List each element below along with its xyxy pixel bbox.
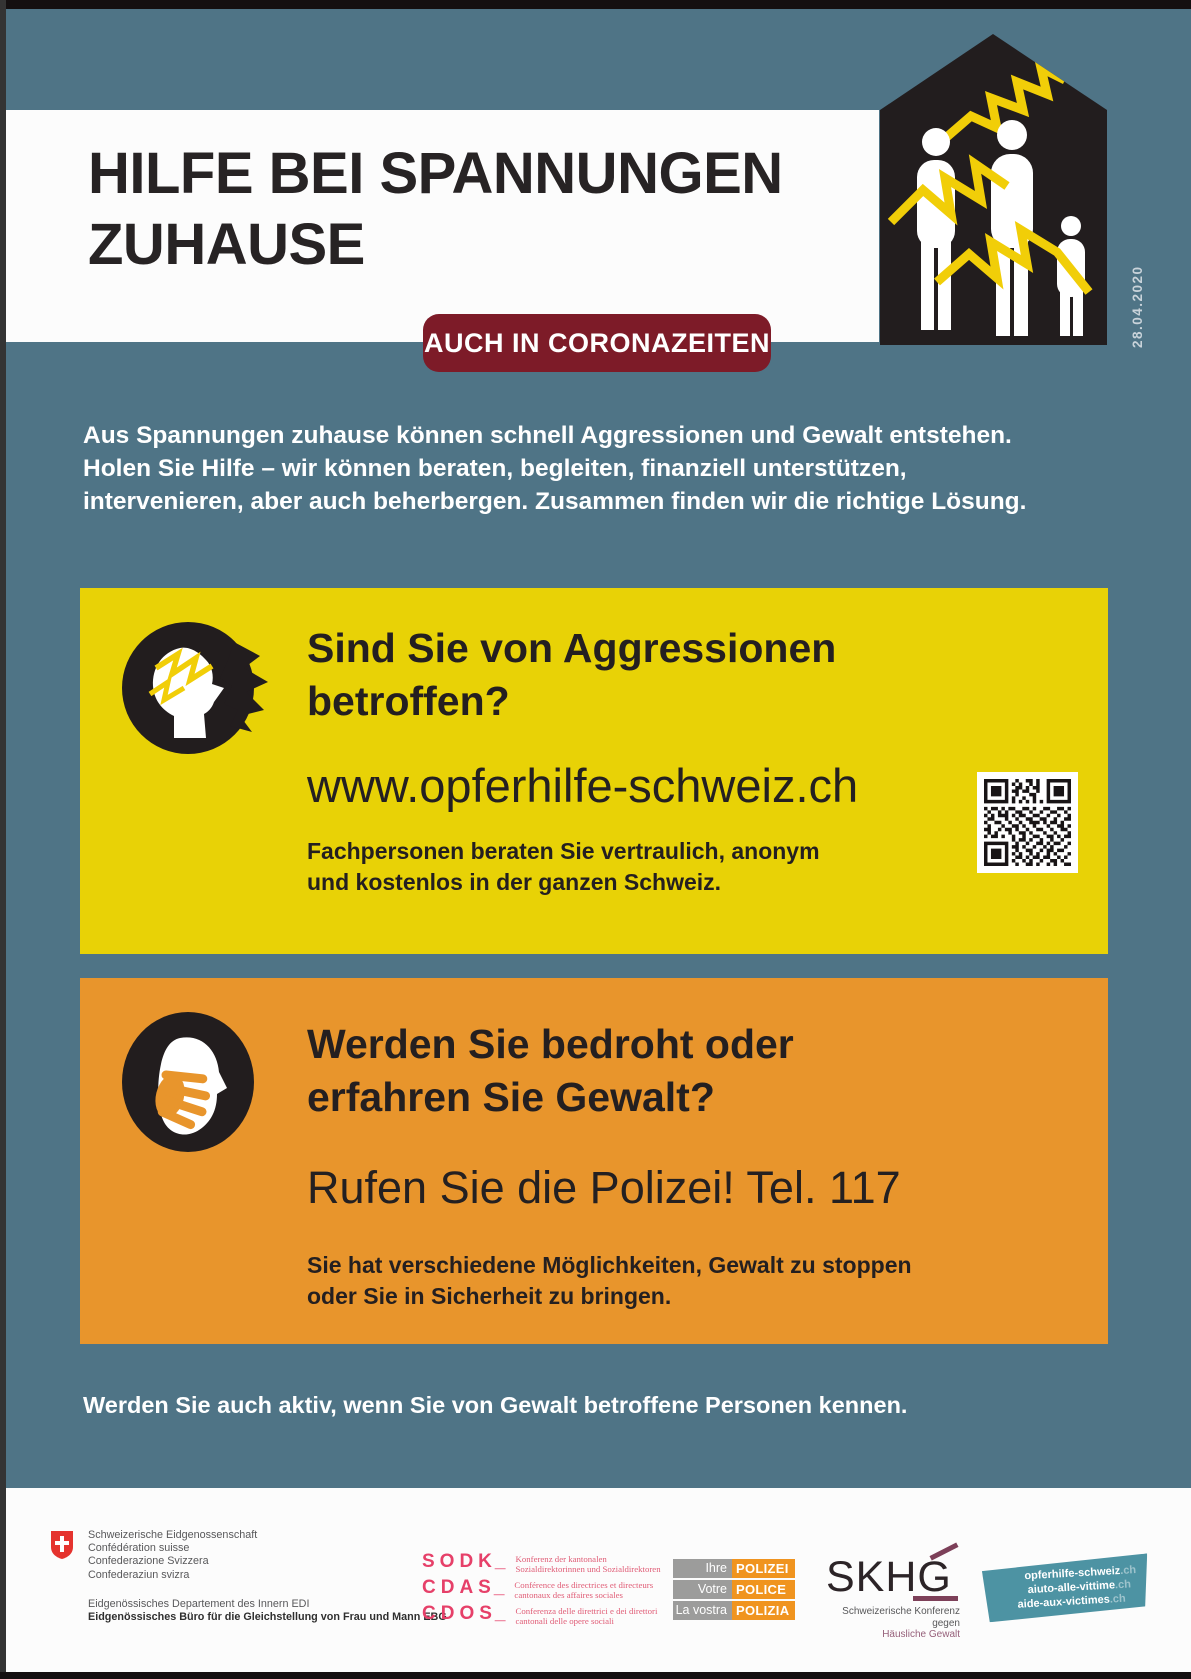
confed-office: Eidgenössisches Büro für die Gleichstell… <box>88 1611 447 1624</box>
skhg-description: Schweizerische Konferenz gegen Häusliche… <box>826 1606 960 1641</box>
victim-support-sticker: opferhilfe-schweiz.ch aiuto-alle-vittime… <box>981 1553 1150 1622</box>
qr-code <box>977 772 1078 873</box>
sodk-desc-fr: Conférence des directrices et directeurs… <box>514 1578 653 1600</box>
intro-line-3: intervenieren, aber auch beherbergen. Zu… <box>83 488 1027 515</box>
violence-heading: Werden Sie bedroht oder erfahren Sie Gew… <box>307 1018 794 1124</box>
skhg-underline <box>913 1596 958 1601</box>
police-left-fr: Votre <box>673 1580 732 1599</box>
left-edge-bar <box>0 0 6 1679</box>
intro-line-2: Holen Sie Hilfe – wir können beraten, be… <box>83 455 907 482</box>
police-logo: Ihre POLIZEI Votre POLICE La vostra POLI… <box>673 1559 795 1622</box>
corona-badge: AUCH IN CORONAZEITEN <box>423 314 771 372</box>
sticker-line-it-suffix: .ch <box>1114 1578 1132 1592</box>
sodk-desc-de-line2: Sozialdirektorinnen und Sozialdirektoren <box>515 1564 661 1574</box>
lightning-bolt-middle <box>887 154 1010 226</box>
top-edge-bar <box>0 0 1191 9</box>
closing-line: Werden Sie auch aktiv, wenn Sie von Gewa… <box>83 1392 908 1418</box>
title-line1: HILFE BEI SPANNUNGEN <box>88 141 783 206</box>
sticker-line-de-suffix: .ch <box>1119 1564 1137 1577</box>
sodk-desc-de: Konferenz der kantonalen Sozialdirektori… <box>515 1552 660 1574</box>
sodk-desc-it: Conferenza delle direttrici e dei dirett… <box>515 1604 657 1626</box>
family-house-icon <box>880 34 1107 345</box>
violence-note-line1: Sie hat verschiedene Möglichkeiten, Gewa… <box>307 1252 912 1278</box>
police-row-it: La vostra POLIZIA <box>673 1601 795 1620</box>
police-row-de: Ihre POLIZEI <box>673 1559 795 1578</box>
adult-figure-right <box>991 120 1033 336</box>
confed-department: Eidgenössisches Departement des Innern E… <box>88 1597 310 1610</box>
head-bolt-1 <box>154 647 214 687</box>
police-row-fr: Votre POLICE <box>673 1580 795 1599</box>
intro-line-1: Aus Spannungen zuhause können schnell Ag… <box>83 422 1012 449</box>
head-lightning-icon <box>122 622 268 754</box>
sodk-row-it: CDOS _ Conferenza delle direttrici e dei… <box>422 1603 661 1627</box>
crack-shape <box>220 642 268 732</box>
sodk-desc-de-line1: Konferenz der kantonalen <box>515 1554 607 1564</box>
opferhilfe-url: www.opferhilfe-schweiz.ch <box>307 759 859 812</box>
sodk-logo: SODK _ Konferenz der kantonalen Sozialdi… <box>422 1552 661 1630</box>
sodk-desc-fr-line2: cantonaux des affaires sociales <box>514 1590 623 1600</box>
police-left-it: La vostra <box>673 1601 732 1620</box>
footer: Schweizerische Eidgenossenschaft Confédé… <box>0 1488 1191 1672</box>
title-band: HILFE BEI SPANNUNGEN ZUHAUSE <box>0 110 879 342</box>
sodk-abbr-fr: CDAS <box>422 1577 496 1598</box>
corona-badge-label: AUCH IN CORONAZEITEN <box>424 327 770 358</box>
lightning-bolt-bottom <box>934 220 1093 295</box>
aggression-note-line2: und kostenlos in der ganzen Schweiz. <box>307 869 722 895</box>
poster-title: HILFE BEI SPANNUNGEN ZUHAUSE <box>88 138 783 280</box>
violence-heading-line1: Werden Sie bedroht oder <box>307 1021 794 1067</box>
violence-note: Sie hat verschiedene Möglichkeiten, Gewa… <box>307 1250 912 1312</box>
sodk-abbr-it: CDOS <box>422 1603 497 1624</box>
confed-line-2: Confédération suisse <box>88 1542 190 1555</box>
swiss-shield-icon <box>51 1531 73 1559</box>
aggression-card: Sind Sie von Aggressionen betroffen? www… <box>80 588 1108 954</box>
sticker-line-fr-suffix: .ch <box>1109 1592 1127 1606</box>
hand-over-face-icon <box>122 1012 254 1152</box>
skhg-desc-line1: Schweizerische Konferenz gegen <box>842 1606 960 1629</box>
police-right-it: POLIZIA <box>732 1601 795 1620</box>
aggression-note-line1: Fachpersonen beraten Sie vertraulich, an… <box>307 838 820 864</box>
sodk-row-fr: CDAS _ Conférence des directrices et dir… <box>422 1577 661 1601</box>
intro-paragraph: Aus Spannungen zuhause können schnell Ag… <box>83 419 1026 518</box>
sodk-row-de: SODK _ Konferenz der kantonalen Sozialdi… <box>422 1551 661 1575</box>
police-left-de: Ihre <box>673 1559 732 1578</box>
bottom-edge-bar <box>0 1672 1191 1679</box>
skhg-desc-line2: Häusliche Gewalt <box>882 1629 960 1640</box>
skhg-abbr: SKHG <box>826 1553 952 1601</box>
sodk-underscore: _ <box>494 1551 506 1572</box>
hand-shape <box>155 1070 211 1130</box>
aggression-heading: Sind Sie von Aggressionen betroffen? <box>307 622 836 728</box>
skhg-logo: SKHG Schweizerische Konferenz gegen Häus… <box>826 1542 960 1641</box>
police-call-text: Rufen Sie die Polizei! Tel. 117 <box>307 1162 901 1213</box>
sodk-underscore: _ <box>493 1577 505 1598</box>
aggression-heading-line2: betroffen? <box>307 678 510 724</box>
police-right-de: POLIZEI <box>732 1559 795 1578</box>
sticker-line-fr-main: aide-aux-victimes <box>1017 1593 1111 1611</box>
aggression-heading-line1: Sind Sie von Aggressionen <box>307 625 837 671</box>
sodk-abbr-de: SODK <box>422 1551 497 1572</box>
confed-line-1: Schweizerische Eidgenossenschaft <box>88 1529 258 1541</box>
date-stamp: 28.04.2020 <box>1130 265 1145 348</box>
police-right-fr: POLICE <box>732 1580 795 1599</box>
sodk-desc-it-line2: cantonali delle opere sociali <box>515 1616 614 1626</box>
violence-card: Werden Sie bedroht oder erfahren Sie Gew… <box>80 978 1108 1344</box>
lightning-bolt-top <box>938 59 1068 146</box>
confed-line-4: Confederaziun svizra <box>88 1568 190 1581</box>
violence-note-line2: oder Sie in Sicherheit zu bringen. <box>307 1283 672 1309</box>
title-line2: ZUHAUSE <box>88 212 365 277</box>
aggression-note: Fachpersonen beraten Sie vertraulich, an… <box>307 836 820 898</box>
sodk-underscore: _ <box>494 1603 506 1624</box>
sodk-desc-fr-line1: Conférence des directrices et directeurs <box>514 1580 654 1590</box>
head-bolt-2 <box>148 676 186 706</box>
swiss-confederation-text: Schweizerische Eidgenossenschaft Confédé… <box>88 1529 447 1624</box>
violence-heading-line2: erfahren Sie Gewalt? <box>307 1074 715 1120</box>
sodk-desc-it-line1: Conferenza delle direttrici e dei dirett… <box>515 1606 658 1616</box>
confed-line-3: Confederazione Svizzera <box>88 1555 209 1568</box>
